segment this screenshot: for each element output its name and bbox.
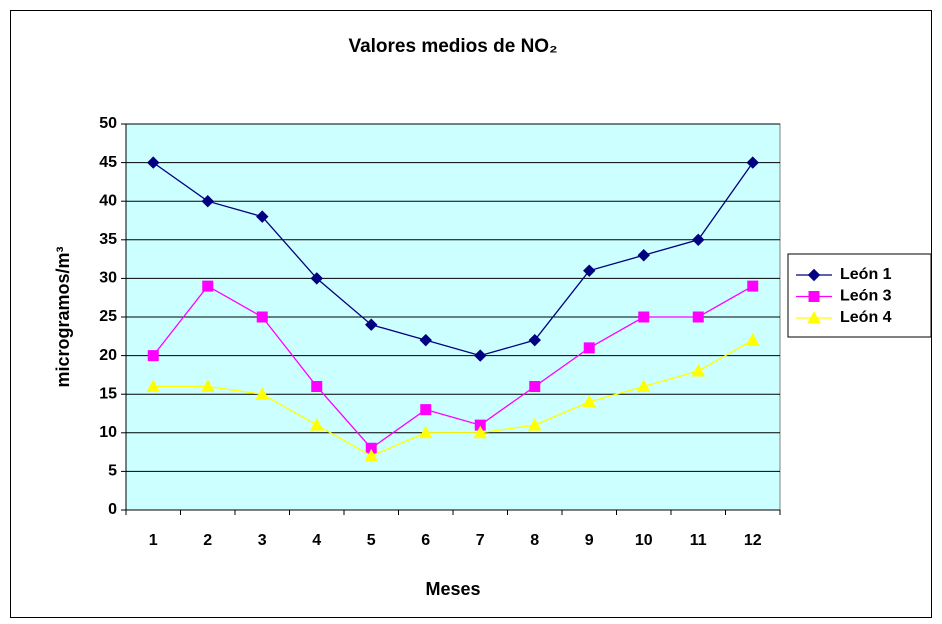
marker [807, 310, 821, 324]
line [152, 162, 754, 357]
y-tick-label: 50 [99, 115, 117, 132]
marker [528, 333, 541, 347]
marker [146, 379, 161, 392]
marker [807, 268, 821, 282]
marker [200, 379, 215, 392]
x-tick-label: 1 [149, 532, 158, 549]
marker [310, 272, 323, 285]
x-tick-label: 11 [690, 532, 707, 549]
marker [418, 425, 433, 439]
marker [201, 194, 214, 208]
chart-title: Valores medios de NO₂ [348, 36, 557, 57]
marker [747, 280, 759, 292]
y-tick-label: 10 [99, 424, 117, 441]
marker [527, 418, 542, 431]
x-axis-label: Meses [425, 579, 480, 599]
x-tick-label: 6 [421, 532, 430, 549]
marker [529, 380, 541, 392]
y-tick-label: 30 [99, 270, 117, 287]
y-tick-label: 40 [99, 192, 117, 209]
marker [419, 333, 432, 347]
x-tick-label: 3 [258, 532, 267, 549]
marker [638, 311, 650, 323]
marker [202, 280, 214, 292]
x-tick-label: 5 [367, 532, 376, 549]
marker [583, 342, 595, 354]
y-tick-label: 0 [108, 501, 117, 518]
marker [691, 363, 706, 377]
x-tick-label: 9 [585, 532, 594, 549]
marker [582, 394, 597, 408]
marker [256, 311, 268, 323]
marker [474, 419, 486, 431]
y-tick-label: 15 [99, 385, 117, 402]
line [152, 285, 754, 450]
y-tick-label: 35 [99, 231, 117, 248]
marker [692, 233, 705, 247]
marker [746, 156, 759, 169]
marker [474, 349, 487, 362]
marker [473, 425, 488, 439]
marker [636, 379, 651, 392]
x-tick-label: 10 [635, 532, 653, 549]
x-tick-label: 4 [312, 532, 321, 549]
marker [637, 249, 650, 262]
marker [692, 311, 704, 323]
marker [583, 264, 596, 277]
marker [147, 350, 159, 362]
y-tick-label: 45 [99, 154, 117, 171]
marker [808, 291, 820, 302]
marker [256, 210, 269, 223]
x-tick-label: 7 [476, 532, 485, 549]
marker [364, 448, 379, 462]
marker [147, 156, 160, 169]
x-tick-label: 2 [203, 532, 212, 549]
y-tick-label: 20 [99, 347, 117, 364]
marker [365, 318, 378, 331]
marker [311, 380, 323, 392]
x-tick-label: 8 [530, 532, 539, 549]
legend-label: León 1 [840, 266, 892, 283]
y-tick-label: 5 [108, 463, 117, 480]
y-axis-label: microgramos/m³ [53, 246, 73, 387]
marker [309, 418, 324, 431]
line [153, 339, 754, 457]
y-tick-label: 25 [99, 308, 117, 325]
legend-label: León 4 [840, 309, 892, 326]
marker [255, 387, 270, 400]
legend-label: León 3 [840, 288, 892, 305]
x-tick-label: 12 [744, 532, 762, 549]
marker [745, 333, 760, 346]
marker [420, 404, 432, 416]
